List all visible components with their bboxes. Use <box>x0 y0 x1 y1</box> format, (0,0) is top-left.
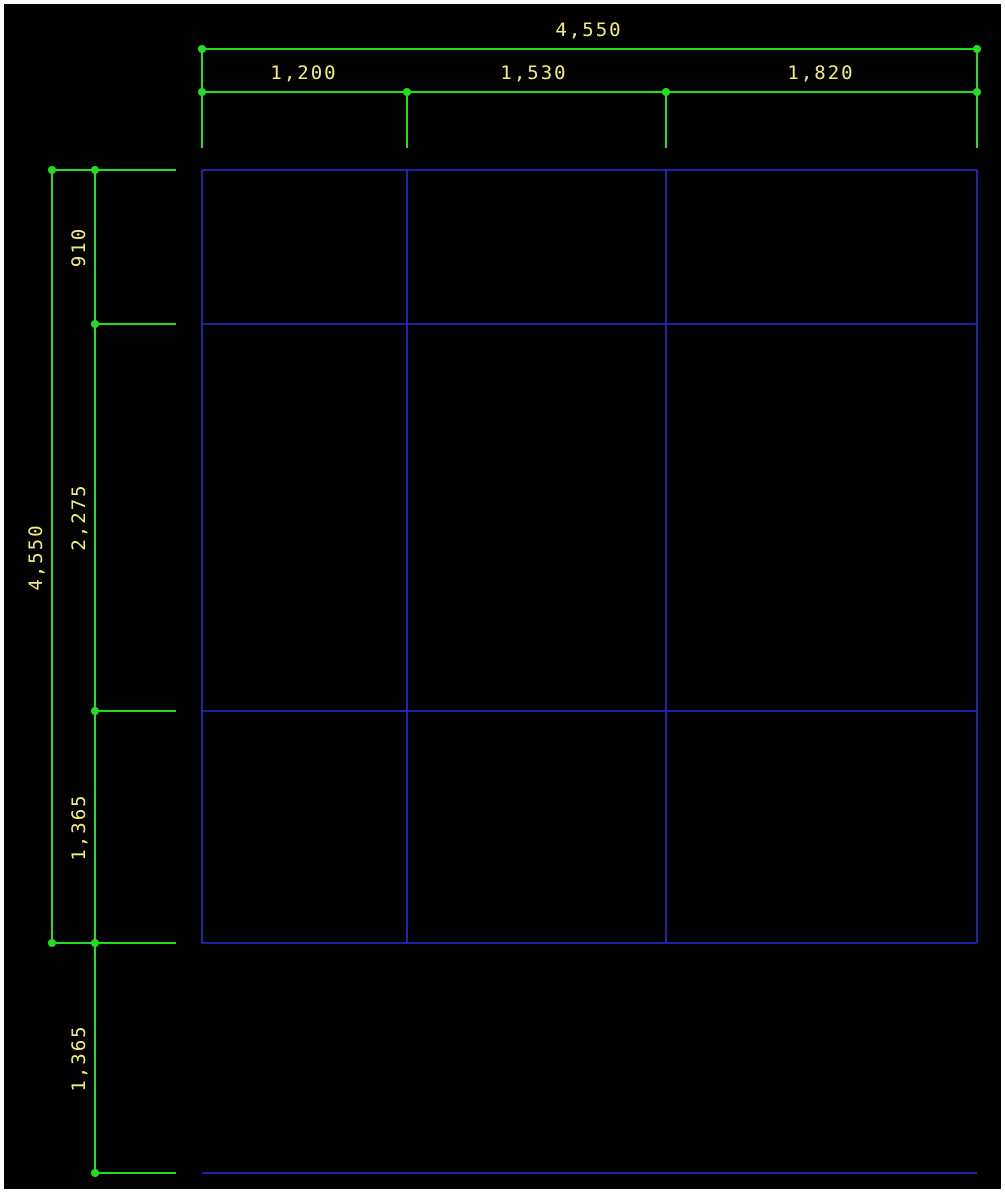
grid-lines <box>201 169 978 1174</box>
dim-label-top-seg-3: 1,820 <box>787 62 854 84</box>
drawing-area: 4,550 1,200 1,530 1,820 4,550 910 2,275 … <box>25 19 981 1177</box>
dim-label-left-total: 4,550 <box>25 523 47 590</box>
dim-dot <box>403 88 411 96</box>
dim-label-left-seg-1: 910 <box>68 227 90 267</box>
dim-dot <box>91 707 99 715</box>
dim-dot <box>48 939 56 947</box>
dimension-labels: 4,550 1,200 1,530 1,820 4,550 910 2,275 … <box>25 19 854 1092</box>
dimension-dots <box>48 45 981 1177</box>
dim-dot <box>198 88 206 96</box>
dim-label-left-seg-3: 1,365 <box>68 793 90 860</box>
dim-dot <box>91 166 99 174</box>
dim-label-top-seg-1: 1,200 <box>270 62 337 84</box>
dim-dot <box>48 166 56 174</box>
dim-dot <box>198 45 206 53</box>
dim-dot <box>662 88 670 96</box>
dimension-lines <box>51 48 978 1174</box>
dim-label-top-seg-2: 1,530 <box>500 62 567 84</box>
dim-dot <box>973 45 981 53</box>
dim-label-left-seg-4: 1,365 <box>68 1024 90 1091</box>
dim-dot <box>91 320 99 328</box>
cad-canvas[interactable]: 4,550 1,200 1,530 1,820 4,550 910 2,275 … <box>4 4 1001 1189</box>
dim-label-left-seg-2: 2,275 <box>68 483 90 550</box>
dim-dot <box>91 1169 99 1177</box>
dim-dot <box>973 88 981 96</box>
dim-dot <box>91 939 99 947</box>
dim-label-top-total: 4,550 <box>555 19 622 41</box>
